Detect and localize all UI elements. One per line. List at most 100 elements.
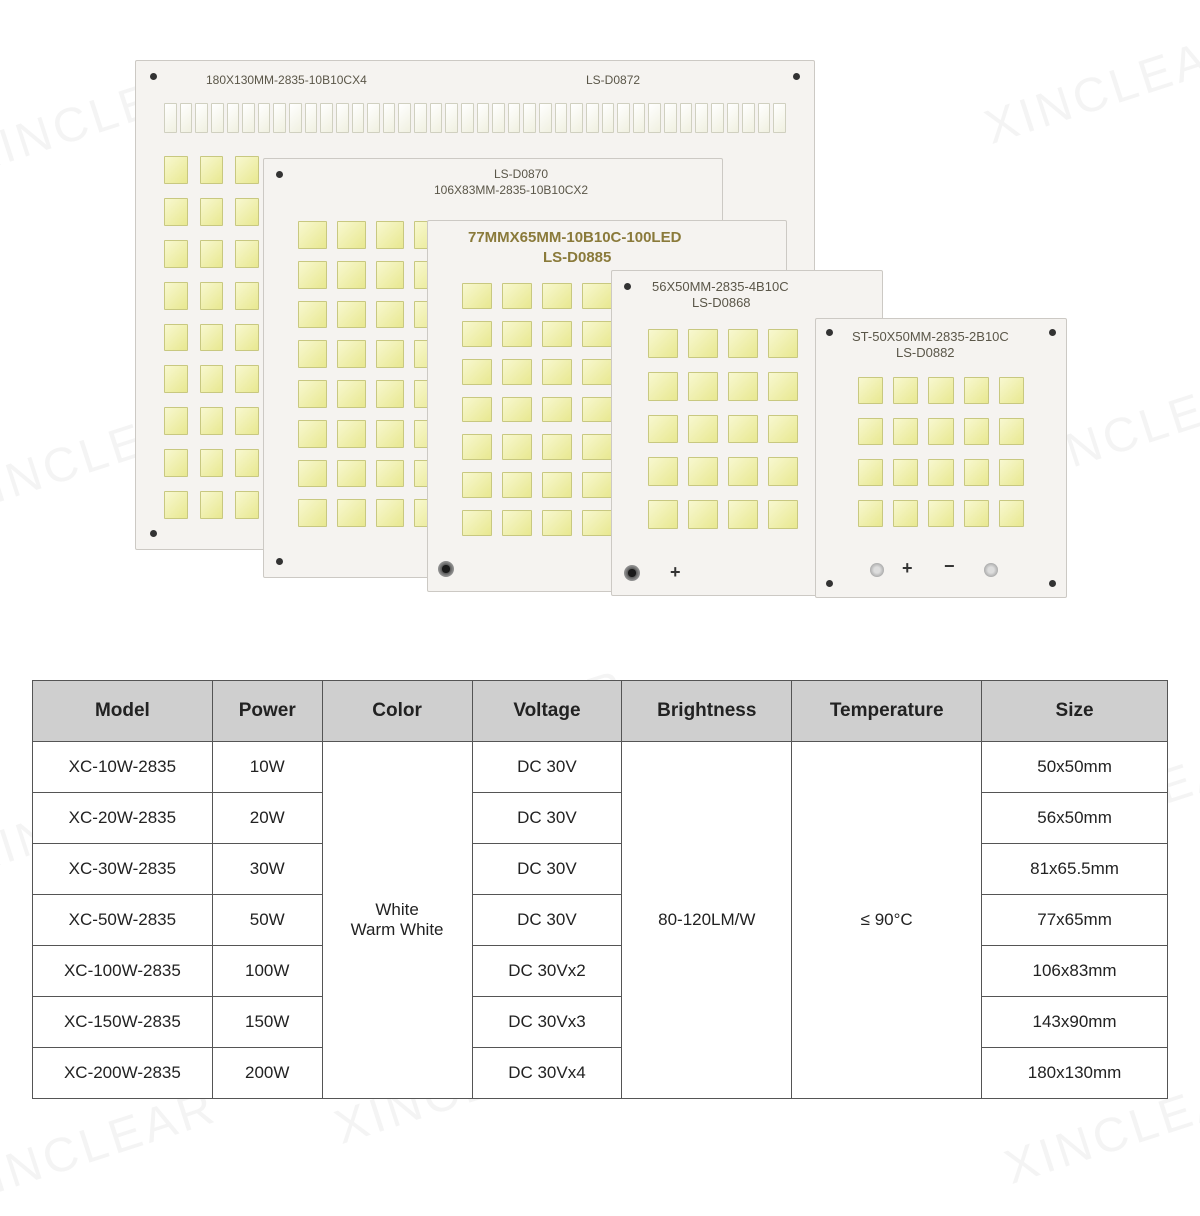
cell-power: 10W	[212, 742, 322, 793]
led-chip	[582, 434, 612, 460]
cell-size: 106x83mm	[982, 946, 1168, 997]
led-chip	[235, 365, 259, 393]
led-chip	[508, 103, 521, 133]
led-chip	[235, 198, 259, 226]
led-chip	[502, 472, 532, 498]
led-chip	[964, 459, 989, 486]
led-chip	[298, 261, 327, 289]
th-voltage: Voltage	[472, 681, 622, 742]
led-chip	[200, 449, 224, 477]
th-power: Power	[212, 681, 322, 742]
led-chip	[964, 500, 989, 527]
led-chip	[200, 240, 224, 268]
led-chip	[164, 449, 188, 477]
led-chip	[200, 491, 224, 519]
led-chip	[602, 103, 615, 133]
led-chip	[502, 434, 532, 460]
led-chip	[337, 420, 366, 448]
led-chip	[200, 407, 224, 435]
cell-power: 50W	[212, 895, 322, 946]
led-chip	[164, 198, 188, 226]
led-chip	[542, 359, 572, 385]
led-chip	[477, 103, 490, 133]
led-chip	[727, 103, 740, 133]
cell-color-merged: WhiteWarm White	[322, 742, 472, 1099]
led-chip	[523, 103, 536, 133]
cell-model: XC-30W-2835	[33, 844, 213, 895]
led-chip	[999, 377, 1024, 404]
led-chip	[688, 372, 718, 401]
led-chip	[688, 329, 718, 358]
led-chip	[164, 282, 188, 310]
led-chip	[235, 407, 259, 435]
boards-illustration: 180X130MM-2835-10B10CX4 LS-D0872 LS-D087…	[135, 60, 1070, 630]
led-chip	[695, 103, 708, 133]
led-chip	[336, 103, 349, 133]
led-chip	[542, 321, 572, 347]
led-chip	[928, 459, 953, 486]
led-chip	[352, 103, 365, 133]
cell-power: 150W	[212, 997, 322, 1048]
cell-voltage: DC 30Vx4	[472, 1048, 622, 1099]
cell-temperature-merged: ≤ 90°C	[792, 742, 982, 1099]
table-header-row: Model Power Color Voltage Brightness Tem…	[33, 681, 1168, 742]
led-chip	[305, 103, 318, 133]
led-chip	[648, 329, 678, 358]
th-size: Size	[982, 681, 1168, 742]
led-chip	[999, 500, 1024, 527]
led-chip	[242, 103, 255, 133]
led-chip	[376, 301, 405, 329]
led-chip	[320, 103, 333, 133]
led-chip	[502, 321, 532, 347]
led-chip	[542, 472, 572, 498]
led-chip	[893, 377, 918, 404]
led-chip	[773, 103, 786, 133]
led-chip	[376, 261, 405, 289]
led-chip	[164, 103, 177, 133]
led-chip	[376, 340, 405, 368]
cell-voltage: DC 30V	[472, 844, 622, 895]
led-chip	[858, 418, 883, 445]
led-chip	[367, 103, 380, 133]
led-chip	[893, 418, 918, 445]
led-chip	[337, 380, 366, 408]
board5-label-bottom: LS-D0882	[896, 345, 955, 360]
table-row: XC-200W-2835200WDC 30Vx4180x130mm	[33, 1048, 1168, 1099]
cell-size: 50x50mm	[982, 742, 1168, 793]
led-chip	[195, 103, 208, 133]
led-chip	[542, 434, 572, 460]
cell-voltage: DC 30Vx3	[472, 997, 622, 1048]
board2-label-top: LS-D0870	[494, 167, 548, 181]
table-row: XC-50W-283550WDC 30V77x65mm	[33, 895, 1168, 946]
led-chip	[648, 415, 678, 444]
table-row: XC-150W-2835150WDC 30Vx3143x90mm	[33, 997, 1168, 1048]
led-chip	[648, 103, 661, 133]
board1-label-left: 180X130MM-2835-10B10CX4	[206, 73, 367, 87]
led-chip	[414, 103, 427, 133]
led-chip	[928, 500, 953, 527]
led-chip	[617, 103, 630, 133]
led-chip	[711, 103, 724, 133]
led-chip	[273, 103, 286, 133]
led-chip	[582, 359, 612, 385]
cell-model: XC-150W-2835	[33, 997, 213, 1048]
led-chip	[462, 510, 492, 536]
led-chip	[858, 459, 883, 486]
led-chip	[555, 103, 568, 133]
led-chip	[235, 240, 259, 268]
cell-model: XC-200W-2835	[33, 1048, 213, 1099]
cell-voltage: DC 30V	[472, 742, 622, 793]
th-model: Model	[33, 681, 213, 742]
table-row: XC-10W-283510WWhiteWarm WhiteDC 30V80-12…	[33, 742, 1168, 793]
led-chip	[742, 103, 755, 133]
led-chip	[461, 103, 474, 133]
led-chip	[664, 103, 677, 133]
led-chip	[376, 221, 405, 249]
watermark: XINCLEAR	[0, 1079, 224, 1215]
led-chip	[539, 103, 552, 133]
led-chip	[164, 156, 188, 184]
led-chip	[289, 103, 302, 133]
led-chip	[586, 103, 599, 133]
led-chip	[235, 156, 259, 184]
board-10w: ST-50X50MM-2835-2B10C LS-D0882 + −	[815, 318, 1067, 598]
